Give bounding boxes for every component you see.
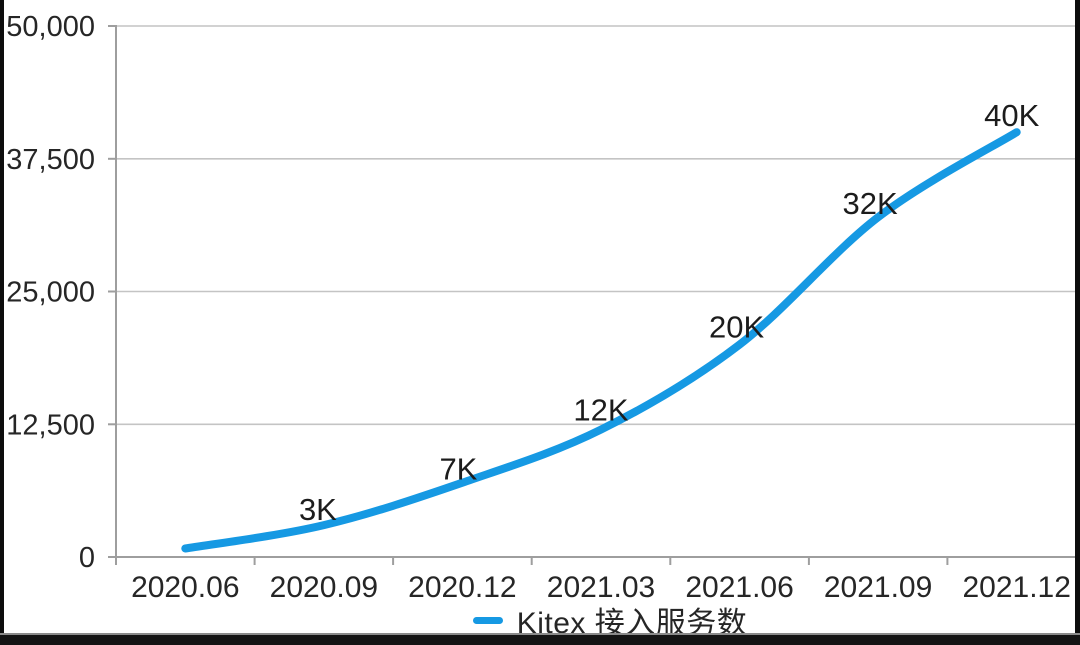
screen-edge-right [1075,0,1080,645]
data-point-label: 20K [709,310,764,345]
data-point-label: 7K [439,452,477,487]
screen-edge-left [0,0,4,645]
y-axis-tick-label: 12,500 [6,409,95,441]
x-axis-tick-label: 2021.12 [962,571,1070,604]
data-point-label: 40K [984,98,1039,133]
screen-edge-bottom [0,633,1080,645]
series-line [181,128,1021,553]
x-axis-tick-label: 2020.06 [131,571,239,604]
y-axis-tick-label: 37,500 [6,144,95,176]
y-axis-tick-label: 50,000 [6,11,95,43]
y-axis-tick-label: 0 [79,542,95,574]
y-axis-tick-label: 25,000 [6,277,95,309]
x-axis-tick-label: 2020.12 [408,571,516,604]
data-point-label: 32K [843,186,898,221]
x-axis-tick-label: 2021.06 [685,571,793,604]
data-point-label: 12K [573,393,628,428]
x-axis-tick-label: 2021.09 [824,571,932,604]
legend-line-marker [472,616,503,624]
x-axis-tick-label: 2020.09 [270,571,378,604]
data-point-label: 3K [299,492,337,527]
x-axis-tick-label: 2021.03 [547,571,655,604]
